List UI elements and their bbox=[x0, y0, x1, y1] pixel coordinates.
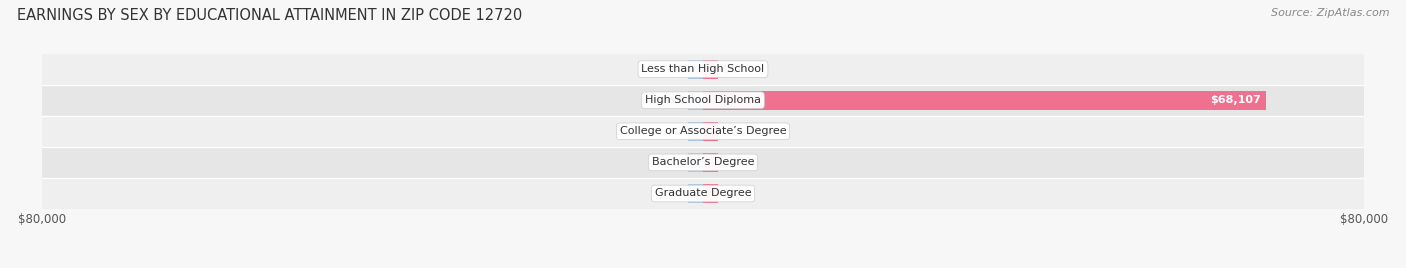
Bar bbox=[703, 122, 718, 141]
Bar bbox=[42, 54, 1364, 85]
Text: Bachelor’s Degree: Bachelor’s Degree bbox=[652, 157, 754, 168]
Text: Less than High School: Less than High School bbox=[641, 64, 765, 74]
Text: $0: $0 bbox=[723, 126, 737, 136]
Bar bbox=[42, 85, 1364, 116]
Text: High School Diploma: High School Diploma bbox=[645, 95, 761, 105]
Bar bbox=[42, 116, 1364, 147]
Bar bbox=[688, 184, 703, 203]
Text: EARNINGS BY SEX BY EDUCATIONAL ATTAINMENT IN ZIP CODE 12720: EARNINGS BY SEX BY EDUCATIONAL ATTAINMEN… bbox=[17, 8, 522, 23]
Bar bbox=[703, 59, 718, 79]
Bar bbox=[703, 91, 1265, 110]
Bar bbox=[688, 59, 703, 79]
Text: $0: $0 bbox=[669, 126, 683, 136]
Text: Source: ZipAtlas.com: Source: ZipAtlas.com bbox=[1271, 8, 1389, 18]
Bar bbox=[42, 147, 1364, 178]
Text: $0: $0 bbox=[669, 64, 683, 74]
Text: $0: $0 bbox=[669, 157, 683, 168]
Bar bbox=[703, 184, 718, 203]
Bar bbox=[688, 91, 703, 110]
Text: $0: $0 bbox=[723, 64, 737, 74]
Text: $0: $0 bbox=[723, 157, 737, 168]
Text: $68,107: $68,107 bbox=[1211, 95, 1261, 105]
Text: $0: $0 bbox=[669, 95, 683, 105]
Bar bbox=[688, 153, 703, 172]
Text: $0: $0 bbox=[669, 188, 683, 199]
Text: Graduate Degree: Graduate Degree bbox=[655, 188, 751, 199]
Text: College or Associate’s Degree: College or Associate’s Degree bbox=[620, 126, 786, 136]
Text: $0: $0 bbox=[723, 188, 737, 199]
Bar bbox=[703, 153, 718, 172]
Bar bbox=[42, 178, 1364, 209]
Bar bbox=[688, 122, 703, 141]
